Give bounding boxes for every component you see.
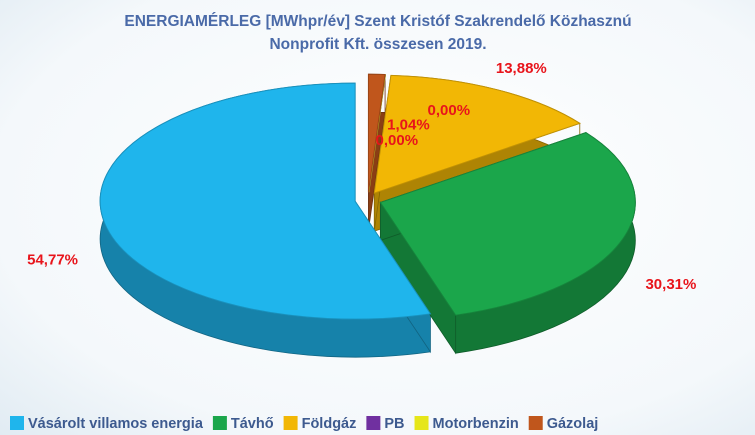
pie-slice	[367, 73, 386, 193]
legend-swatch	[212, 416, 227, 430]
legend-label: Földgáz	[302, 416, 357, 432]
legend-label: Gázolaj	[547, 416, 599, 432]
data-labels: 54,77% 30,31% 13,88% 0,00% 0,00%1,04%	[27, 60, 696, 293]
legend: Vásárolt villamos energia Távhő Földgáz PB M…	[10, 416, 598, 432]
data-label: 0,00%	[428, 102, 471, 119]
legend-swatch	[366, 416, 381, 430]
legend-swatch	[10, 416, 24, 430]
legend-label: Távhő	[231, 416, 274, 432]
pie-slice	[99, 82, 432, 320]
data-label: 1,04%	[387, 117, 430, 134]
data-label: 13,88%	[496, 60, 547, 77]
legend-label: PB	[384, 416, 404, 432]
chart-title: Nonprofit Kft. összesen 2019.	[269, 36, 486, 53]
legend-label: Motorbenzin	[433, 416, 519, 432]
pie-slice	[373, 74, 581, 194]
pie-tops	[99, 73, 636, 320]
data-label: 54,77%	[27, 251, 78, 268]
chart-title: ENERGIAMÉRLEG [MWhpr/év] Szent Kristóf S…	[124, 13, 631, 30]
data-label: 30,31%	[645, 276, 696, 293]
legend-swatch	[414, 416, 429, 430]
legend-label: Vásárolt villamos energia	[28, 416, 204, 432]
legend-swatch	[283, 416, 298, 430]
data-label: 0,00%	[376, 132, 419, 149]
legend-swatch	[528, 416, 543, 430]
pie-slice	[379, 132, 636, 316]
